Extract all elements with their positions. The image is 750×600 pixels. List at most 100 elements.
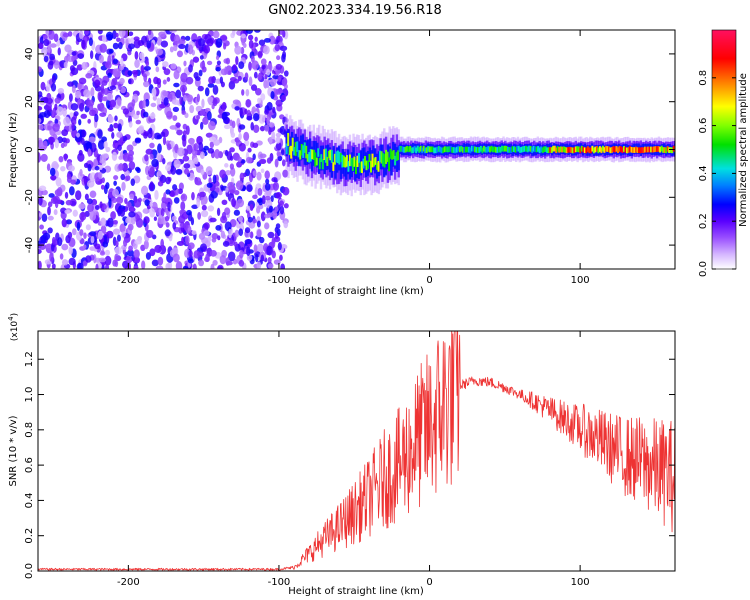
spectrogram-noise-blob xyxy=(51,109,55,117)
spectrogram-noise-blob xyxy=(83,175,88,186)
spectrogram-peak-cell xyxy=(388,157,391,172)
spectrogram-noise-blob xyxy=(142,208,148,214)
spectrogram-noise-blob xyxy=(67,81,74,87)
spectrogram-noise-blob xyxy=(181,86,186,97)
spectrogram-noise-blob xyxy=(169,46,174,53)
spectrogram-noise-blob xyxy=(185,235,190,245)
spectrogram-peak-cell xyxy=(407,146,410,153)
spectrogram-noise-blob xyxy=(136,110,140,116)
spectrogram-noise-blob xyxy=(175,122,181,128)
spectrogram-peak-cell xyxy=(440,147,443,154)
spectrogram-peak-cell xyxy=(642,147,645,154)
spectrogram-noise-blob xyxy=(264,183,271,191)
spectrogram-noise-blob xyxy=(67,231,73,239)
spectrogram-noise-blob xyxy=(234,45,242,55)
spectrogram-noise-blob xyxy=(248,39,254,49)
spectrogram-noise-blob xyxy=(249,203,254,210)
spectrogram-noise-blob xyxy=(200,243,207,252)
spectrogram-noise-blob xyxy=(203,145,210,151)
spectrogram-noise-blob xyxy=(200,121,204,130)
spectrogram-noise-blob xyxy=(88,37,93,47)
spectrogram-peak-cell xyxy=(613,146,616,153)
spectrogram-noise-blob xyxy=(258,236,265,244)
spectrogram-peak-cell xyxy=(377,160,380,172)
spectrogram-peak-cell xyxy=(549,146,552,153)
spectrogram-peak-cell xyxy=(511,146,514,152)
spectrogram-noise-blob xyxy=(253,244,258,253)
spectrogram-noise-blob xyxy=(133,265,139,269)
spectrogram-peak-cell xyxy=(308,152,311,163)
spectrogram-noise-blob xyxy=(257,74,262,81)
spectrogram-noise-blob xyxy=(112,228,121,235)
spectrogram-noise-blob xyxy=(72,209,78,217)
spectrogram-noise-blob xyxy=(229,163,234,170)
spectrogram-noise-blob xyxy=(112,30,117,40)
spectrogram-noise-blob xyxy=(264,73,268,80)
spectrogram-peak-cell xyxy=(323,149,326,161)
spectrogram-noise-blob xyxy=(248,34,254,41)
spectrogram-noise-blob xyxy=(85,72,93,79)
spectrogram-y-tick-label: 20 xyxy=(24,95,35,108)
spectrogram-noise-blob xyxy=(173,70,180,80)
spectrogram-noise-blob xyxy=(222,240,230,247)
spectrogram-noise-blob xyxy=(151,87,157,97)
spectrogram-noise-blob xyxy=(210,263,215,269)
spectrogram-noise-blob xyxy=(133,36,140,42)
colorbar-tick-label: 0.6 xyxy=(698,118,709,134)
spectrogram-y-tick-label: 40 xyxy=(24,48,35,61)
spectrogram-noise-blob xyxy=(121,162,128,172)
spectrogram-peak-cell xyxy=(332,162,335,171)
spectrogram-noise-blob xyxy=(65,219,73,225)
spectrogram-peak-cell xyxy=(366,160,369,169)
spectrogram-noise-blob xyxy=(79,168,83,177)
spectrogram-noise-blob xyxy=(84,193,89,201)
spectrogram-noise-blob xyxy=(166,77,171,82)
spectrogram-noise-blob xyxy=(216,60,221,66)
spectrogram-noise-blob xyxy=(85,141,92,152)
spectrogram-noise-blob xyxy=(255,253,259,263)
spectrogram-noise-blob xyxy=(274,158,279,168)
spectrogram-peak-cell xyxy=(315,157,318,166)
spectrogram-noise-blob xyxy=(48,30,55,41)
spectrogram-noise-blob xyxy=(238,124,246,130)
spectrogram-noise-blob xyxy=(42,232,51,241)
spectrogram-noise-blob xyxy=(56,187,63,197)
spectrogram-noise-blob xyxy=(147,128,153,139)
spectrogram-noise-blob xyxy=(128,31,134,37)
spectrogram-peak-cell xyxy=(302,145,305,158)
spectrogram-peak-cell xyxy=(612,146,615,152)
spectrogram-noise-blob xyxy=(281,159,286,167)
spectrogram-noise-blob xyxy=(281,53,286,63)
spectrogram-noise-blob xyxy=(54,103,58,111)
spectrogram-peak-cell xyxy=(318,157,321,170)
spectrogram-noise-blob xyxy=(247,216,253,223)
spectrogram-peak-cell xyxy=(431,146,434,153)
spectrogram-noise-blob xyxy=(254,186,258,197)
spectrogram-noise-blob xyxy=(156,36,163,46)
spectrogram-peak-cell xyxy=(616,147,619,153)
spectrogram-noise-blob xyxy=(38,196,43,206)
spectrogram-noise-blob xyxy=(54,97,61,104)
spectrogram-noise-blob xyxy=(162,158,166,165)
spectrogram-noise-blob xyxy=(246,246,251,257)
spectrogram-noise-blob xyxy=(208,121,216,131)
spectrogram-noise-blob xyxy=(51,263,56,269)
spectrogram-noise-blob xyxy=(149,166,155,176)
spectrogram-noise-blob xyxy=(88,231,97,237)
spectrogram-noise-blob xyxy=(47,206,51,216)
spectrogram-peak-cell xyxy=(330,150,333,163)
spectrogram-peak-cell xyxy=(556,146,559,152)
spectrogram-peak-cell xyxy=(448,146,451,153)
spectrogram-peak-cell xyxy=(419,145,422,152)
spectrogram-noise-blob xyxy=(68,93,73,102)
spectrogram-peak-cell xyxy=(470,145,473,152)
spectrogram-noise-blob xyxy=(261,64,266,70)
spectrogram-noise-blob xyxy=(235,56,239,66)
spectrogram-noise-blob xyxy=(282,169,289,178)
spectrogram-noise-blob xyxy=(165,222,170,228)
spectrogram-noise-blob xyxy=(267,256,272,264)
spectrogram-noise-blob xyxy=(268,205,274,213)
spectrogram-noise-blob xyxy=(189,104,195,114)
spectrogram-noise-blob xyxy=(134,51,139,60)
spectrogram-peak-cell xyxy=(467,146,470,153)
